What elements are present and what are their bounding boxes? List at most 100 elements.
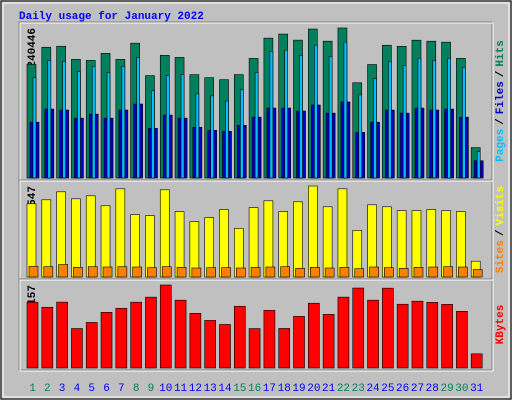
bar [396,210,407,278]
bar [293,316,305,369]
bar [85,195,96,278]
bar [121,66,126,179]
legend-entry: Pages [495,129,507,162]
bar [58,264,68,278]
bar [204,320,216,369]
x-tick-label: 4 [74,383,81,395]
bar [159,189,170,278]
bar [176,267,187,278]
bar [115,307,128,369]
bar [382,287,394,369]
x-tick-label: 17 [263,383,276,395]
panel [18,278,493,371]
bar [339,267,350,278]
bar [102,266,113,278]
bar [100,312,113,369]
legend: Sites / Visits [495,186,507,273]
x-tick-label: 13 [204,383,217,395]
bar [41,306,54,369]
bar [219,209,229,278]
x-tick-label: 9 [148,383,155,395]
bar [443,266,453,278]
x-tick-label: 21 [322,383,336,395]
bar [26,301,39,369]
bar [165,75,170,179]
bar [411,210,422,278]
bar [337,296,350,369]
bar [328,56,333,179]
bar [470,353,483,369]
x-tick-label: 25 [381,383,394,395]
bar [71,198,81,278]
bar [456,311,468,369]
bar [337,188,348,278]
bar [174,299,187,369]
bar [310,267,320,278]
bar [278,328,291,369]
x-tick-label: 24 [366,383,380,395]
bar [206,267,216,278]
bar [402,65,407,179]
x-tick-label: 10 [159,383,172,395]
bar [269,50,274,179]
bar [462,67,466,179]
legend-entry: Hits [495,40,507,66]
bar [239,89,244,179]
bar [373,78,377,179]
bar [87,266,98,278]
x-tick-label: 8 [133,383,140,395]
bar [426,302,439,369]
bar [308,302,320,369]
x-tick-label: 22 [337,383,350,395]
x-tick-label: 31 [470,383,484,395]
bar [115,188,126,278]
bar [254,72,259,179]
bar [398,268,409,278]
bar [117,266,128,278]
x-tick-label: 7 [118,383,125,395]
chart-title: Daily usage for January 2022 [19,11,204,23]
legend-separator: / [495,70,507,77]
bar [441,304,453,369]
x-tick-label: 15 [233,383,246,395]
bar [77,71,81,179]
x-tick-label: 30 [455,383,468,395]
legend-entry: Sites [495,240,507,273]
x-tick-label: 28 [426,383,439,395]
bar [476,151,481,179]
bar [225,100,229,179]
bar [32,77,37,179]
bar [210,95,214,179]
bar [130,301,142,369]
x-tick-label: 27 [411,383,424,395]
bar [221,267,231,278]
bar [322,206,333,278]
legend: Pages / Files / Hits [495,40,507,162]
bar [324,267,335,278]
legend-separator: / [495,229,507,236]
bar [367,204,377,278]
bar [263,200,274,278]
bar [295,268,305,278]
x-tick-label: 2 [44,383,51,395]
bar [382,206,392,278]
bar [411,300,424,369]
legend-entry: Files [495,81,507,114]
bar [91,66,96,179]
bar [41,199,52,278]
bar [43,266,54,278]
bar [447,58,451,179]
bar [263,310,276,369]
bar [322,314,335,369]
x-tick-label: 1 [29,383,36,395]
bar [280,266,291,278]
bar [369,266,379,278]
legend: KBytes [495,305,507,345]
bar [248,328,261,369]
y-tick-label: 240446 [27,28,39,68]
x-tick-label: 23 [352,383,365,395]
bar [432,60,437,179]
